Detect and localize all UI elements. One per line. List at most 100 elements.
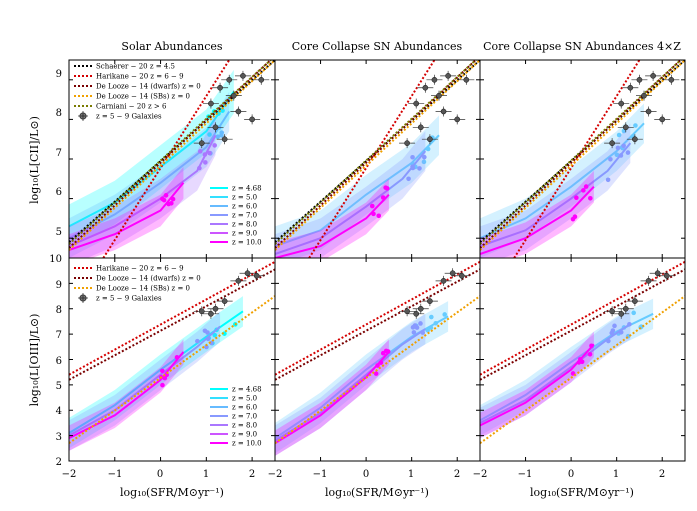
panel-bottom-right — [480, 260, 685, 445]
legend-label: z = 4.68 — [232, 185, 262, 193]
sim-galaxy-point — [197, 149, 203, 154]
obs-galaxy-point — [458, 272, 465, 279]
x-tick-labels-right: −2 −1 0 1 2 — [473, 469, 666, 480]
x-tick-label: −2 — [473, 469, 488, 480]
relation-line — [275, 60, 480, 251]
obs-galaxy-point — [212, 124, 219, 131]
sim-galaxy-point — [631, 310, 636, 316]
sim-galaxy-point — [204, 344, 209, 350]
sim-galaxy-point — [633, 123, 638, 128]
sim-galaxy-point — [615, 145, 621, 151]
legend-label: Harikane − 20 z = 6 − 9 — [96, 265, 184, 273]
obs-galaxy-point — [417, 124, 424, 131]
obs-galaxy-point — [618, 100, 625, 107]
sim-galaxy-point — [429, 314, 434, 320]
sim-galaxy-point — [414, 325, 420, 330]
obs-galaxy-point — [627, 84, 634, 91]
obs-galaxy-point — [217, 84, 223, 91]
relation-line — [275, 268, 480, 381]
obs-galaxy-point — [208, 310, 214, 317]
sim-median-z4.68 — [480, 122, 645, 240]
obs-galaxy-point — [632, 298, 638, 304]
sim-galaxy-point — [422, 154, 427, 160]
obs-galaxy-point — [422, 84, 429, 91]
sim-band-z4.68 — [275, 115, 439, 258]
panel-bottom-middle — [275, 260, 480, 456]
sim-galaxy-point — [433, 320, 439, 326]
sim-galaxy-point — [627, 321, 632, 327]
y-tick-labels-bottom: 2 3 4 5 6 7 8 9 10 — [49, 254, 62, 468]
obs-galaxy-point — [427, 136, 433, 143]
sim-band-z8.0 — [69, 115, 216, 258]
sim-galaxy-point — [174, 355, 180, 360]
obs-galaxy-point — [235, 108, 242, 115]
sim-median-z10.0 — [275, 193, 390, 258]
y-tick-label: 3 — [56, 432, 62, 443]
sim-galaxy-point — [163, 193, 169, 198]
sim-galaxy-point — [587, 351, 593, 357]
sim-galaxy-point — [378, 360, 384, 365]
sim-median-z4.68 — [69, 91, 235, 228]
x-tick-label: 1 — [613, 469, 619, 480]
title-ccsn-4z: Core Collapse SN Abundances 4×Z — [483, 40, 681, 53]
relation-line — [480, 268, 685, 381]
y-tick-label: 7 — [56, 148, 62, 159]
xlabel-right: log₁₀(SFR/M⊙yr⁻¹) — [530, 486, 634, 499]
sim-galaxy-point — [588, 196, 593, 201]
obs-galaxy-point — [212, 305, 219, 312]
sim-galaxy-point — [160, 368, 165, 374]
legend-label: z = 7.0 — [232, 413, 257, 421]
sim-galaxy-point — [618, 330, 624, 335]
sim-galaxy-point — [425, 328, 430, 333]
panel-top-middle — [275, 60, 480, 258]
sim-galaxy-point — [420, 330, 426, 335]
x-tick-label: 0 — [363, 469, 369, 480]
panel-top-left — [69, 60, 275, 258]
x-tick-label: 2 — [249, 469, 255, 480]
title-solar: Solar Abundances — [121, 40, 222, 53]
obs-galaxy-point — [632, 136, 638, 143]
relation-line — [275, 60, 478, 249]
ylabel-oiii: log₁₀(L[OIII]/L⊙) — [28, 314, 41, 407]
legend-label: z = 6.0 — [232, 203, 257, 211]
obs-galaxy-point — [622, 124, 629, 131]
sim-galaxy-point — [205, 336, 211, 342]
sim-galaxy-point — [383, 348, 389, 354]
legend-label: De Looze − 14 (dwarfs) z = 0 — [96, 83, 201, 91]
panels — [68, 59, 686, 462]
sim-galaxy-point — [417, 166, 422, 171]
obs-galaxy-point — [645, 277, 652, 284]
x-tick-label: 0 — [157, 469, 163, 480]
y-tick-label: 6 — [56, 187, 62, 198]
x-tick-labels-middle: −2 −1 0 1 2 — [268, 469, 461, 480]
x-tick-label: 1 — [203, 469, 209, 480]
legend-label: Schaerer − 20 z = 4.5 — [96, 63, 175, 71]
sim-band-z7.0 — [480, 123, 631, 258]
y-tick-label: 9 — [56, 280, 62, 291]
sim-band-z7.0 — [69, 311, 221, 451]
legend-label: De Looze − 14 (SBs) z = 0 — [96, 93, 190, 101]
obs-galaxy-point — [650, 72, 656, 79]
obs-galaxy-point — [641, 92, 647, 99]
x-tick-label: 2 — [454, 469, 460, 480]
obs-galaxy-point — [221, 298, 228, 304]
obs-galaxy-point — [445, 72, 451, 79]
relation-line — [69, 60, 273, 249]
obs-galaxy-point — [659, 116, 666, 123]
sim-median-z10.0 — [480, 186, 595, 255]
relation-line — [480, 60, 685, 251]
relation-line — [480, 60, 683, 249]
title-ccsn: Core Collapse SN Abundances — [292, 40, 463, 53]
obs-galaxy-point — [221, 136, 228, 143]
y-tick-label: 7 — [56, 330, 62, 341]
y-tick-label: 4 — [56, 406, 62, 417]
obs-galaxy-point — [258, 76, 265, 83]
obs-galaxy-point — [404, 308, 410, 315]
x-tick-label: −2 — [268, 469, 283, 480]
relation-line — [480, 260, 685, 376]
obs-galaxy-point — [449, 270, 456, 277]
legend-label: z = 6.0 — [232, 404, 257, 412]
obs-galaxy-point — [622, 305, 629, 312]
sim-galaxy-point — [203, 160, 208, 165]
xlabel-middle: log₁₀(SFR/M⊙yr⁻¹) — [325, 486, 429, 499]
